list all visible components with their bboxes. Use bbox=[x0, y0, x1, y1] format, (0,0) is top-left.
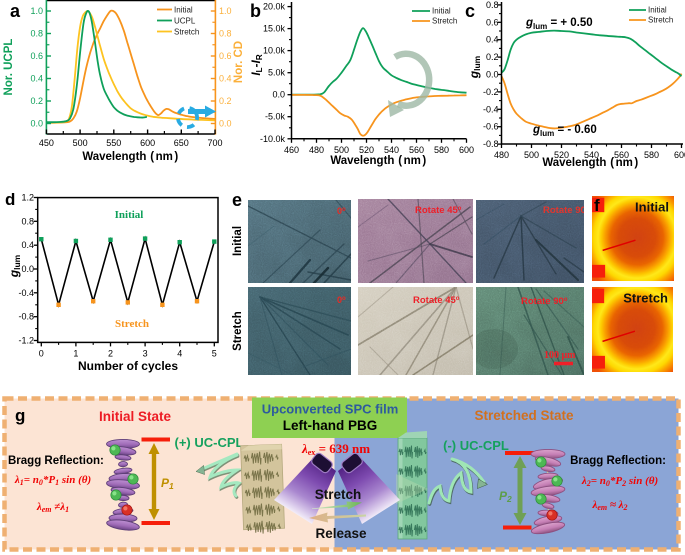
svg-text:460: 460 bbox=[284, 145, 299, 155]
svg-text:λex = 639 nm: λex = 639 nm bbox=[301, 441, 370, 457]
svg-text:IL-IR: IL-IR bbox=[249, 54, 264, 76]
svg-text:0.8: 0.8 bbox=[486, 0, 499, 10]
svg-text:5.0k: 5.0k bbox=[268, 68, 286, 78]
svg-text:-0.8: -0.8 bbox=[18, 312, 34, 322]
svg-text:-10.0k: -10.0k bbox=[260, 134, 286, 144]
svg-text:Stretch: Stretch bbox=[115, 318, 149, 330]
svg-text:0.2: 0.2 bbox=[219, 96, 232, 106]
svg-text:Initial: Initial bbox=[648, 6, 667, 15]
svg-text:0.0: 0.0 bbox=[272, 90, 285, 100]
svg-text:(-) UC-CPL: (-) UC-CPL bbox=[443, 438, 509, 453]
svg-text:Initial: Initial bbox=[432, 7, 451, 16]
svg-text:0.4: 0.4 bbox=[219, 74, 232, 84]
svg-text:-0.6: -0.6 bbox=[483, 122, 499, 132]
svg-text:520: 520 bbox=[554, 150, 569, 160]
svg-text:Initial State: Initial State bbox=[99, 409, 172, 424]
svg-text:20.0k: 20.0k bbox=[263, 2, 286, 12]
svg-text:1.2: 1.2 bbox=[21, 193, 34, 203]
svg-text:4: 4 bbox=[177, 349, 182, 359]
svg-text:700: 700 bbox=[207, 138, 222, 148]
svg-text:480: 480 bbox=[494, 150, 509, 160]
svg-text:550: 550 bbox=[106, 138, 121, 148]
svg-text:500: 500 bbox=[334, 145, 349, 155]
svg-text:600: 600 bbox=[459, 145, 474, 155]
svg-text:500: 500 bbox=[524, 150, 539, 160]
svg-text:600: 600 bbox=[674, 150, 685, 160]
svg-text:580: 580 bbox=[644, 150, 659, 160]
svg-text:glum = + 0.50: glum = + 0.50 bbox=[525, 17, 593, 31]
svg-text:0.0: 0.0 bbox=[30, 119, 43, 129]
svg-text:Nor. CD: Nor. CD bbox=[233, 41, 245, 83]
svg-text:3: 3 bbox=[143, 349, 148, 359]
svg-text:Stretched State: Stretched State bbox=[474, 408, 574, 423]
svg-text:Stretch: Stretch bbox=[174, 28, 199, 37]
svg-text:-0.2: -0.2 bbox=[483, 87, 499, 97]
svg-text:λ1= n0*P1 sin (θ): λ1= n0*P1 sin (θ) bbox=[14, 474, 91, 487]
svg-text:0.4: 0.4 bbox=[30, 74, 43, 84]
svg-text:0.4: 0.4 bbox=[486, 35, 499, 45]
svg-text:560: 560 bbox=[409, 145, 424, 155]
svg-text:0.0: 0.0 bbox=[21, 264, 34, 274]
svg-text:λ2= n0*P2 sin (θ): λ2= n0*P2 sin (θ) bbox=[581, 475, 658, 488]
svg-text:450: 450 bbox=[39, 138, 54, 148]
svg-text:g: g bbox=[15, 406, 25, 425]
svg-text:0.8: 0.8 bbox=[219, 29, 232, 39]
svg-text:Initial: Initial bbox=[635, 199, 669, 214]
svg-text:560: 560 bbox=[614, 150, 629, 160]
svg-text:Initial: Initial bbox=[232, 226, 244, 256]
svg-text:480: 480 bbox=[309, 145, 324, 155]
svg-text:Initial: Initial bbox=[174, 6, 193, 15]
svg-text:-1.2: -1.2 bbox=[18, 336, 34, 346]
svg-text:10.0k: 10.0k bbox=[263, 46, 286, 56]
svg-text:0.6: 0.6 bbox=[219, 51, 232, 61]
svg-text:1: 1 bbox=[73, 349, 78, 359]
svg-text:0.8: 0.8 bbox=[21, 216, 34, 226]
svg-text:glum: glum bbox=[467, 55, 482, 79]
svg-text:580: 580 bbox=[434, 145, 449, 155]
svg-text:0.6: 0.6 bbox=[486, 17, 499, 27]
svg-text:-0.4: -0.4 bbox=[18, 288, 34, 298]
svg-text:-0.4: -0.4 bbox=[483, 104, 499, 114]
svg-text:-0.8: -0.8 bbox=[483, 139, 499, 149]
svg-text:Bragg Reflection:: Bragg Reflection: bbox=[570, 455, 666, 467]
svg-text:1.0: 1.0 bbox=[30, 6, 43, 16]
svg-text:Stretch: Stretch bbox=[232, 311, 244, 351]
svg-text:540: 540 bbox=[584, 150, 599, 160]
svg-text:0.2: 0.2 bbox=[486, 52, 499, 62]
svg-text:Initial: Initial bbox=[115, 209, 144, 221]
svg-text:λem ≠λ1: λem ≠λ1 bbox=[36, 501, 69, 514]
svg-text:0.0: 0.0 bbox=[486, 70, 499, 80]
svg-text:0.0: 0.0 bbox=[219, 119, 232, 129]
svg-text:0.2: 0.2 bbox=[30, 96, 43, 106]
svg-text:650: 650 bbox=[174, 138, 189, 148]
svg-text:Stretch: Stretch bbox=[623, 290, 668, 305]
svg-text:Release: Release bbox=[315, 526, 367, 541]
svg-text:UCPL: UCPL bbox=[174, 17, 196, 26]
svg-text:0.8: 0.8 bbox=[30, 29, 43, 39]
svg-text:Stretch: Stretch bbox=[648, 16, 673, 25]
svg-text:540: 540 bbox=[384, 145, 399, 155]
svg-text:5: 5 bbox=[212, 349, 217, 359]
svg-text:Stretch: Stretch bbox=[315, 487, 362, 502]
svg-text:500: 500 bbox=[73, 138, 88, 148]
svg-text:Nor. UCPL: Nor. UCPL bbox=[3, 39, 15, 96]
svg-text:Bragg Reflection:: Bragg Reflection: bbox=[8, 455, 104, 467]
svg-text:(+) UC-CPL: (+) UC-CPL bbox=[175, 435, 244, 450]
svg-text:15.0k: 15.0k bbox=[263, 24, 286, 34]
svg-text:2: 2 bbox=[108, 349, 113, 359]
svg-text:520: 520 bbox=[359, 145, 374, 155]
svg-text:λem ≈ λ2: λem ≈ λ2 bbox=[591, 499, 627, 512]
svg-text:-5.0k: -5.0k bbox=[265, 112, 286, 122]
svg-text:0: 0 bbox=[39, 349, 44, 359]
svg-text:0.4: 0.4 bbox=[21, 240, 34, 250]
svg-text:1.0: 1.0 bbox=[219, 6, 232, 16]
svg-text:Left-hand PBG: Left-hand PBG bbox=[283, 418, 378, 433]
svg-text:Upconverted SPC film: Upconverted SPC film bbox=[262, 402, 399, 417]
svg-text:glum: glum bbox=[7, 254, 22, 278]
svg-text:600: 600 bbox=[140, 138, 155, 148]
svg-text:Stretch: Stretch bbox=[432, 17, 457, 26]
svg-text:0.6: 0.6 bbox=[30, 51, 43, 61]
